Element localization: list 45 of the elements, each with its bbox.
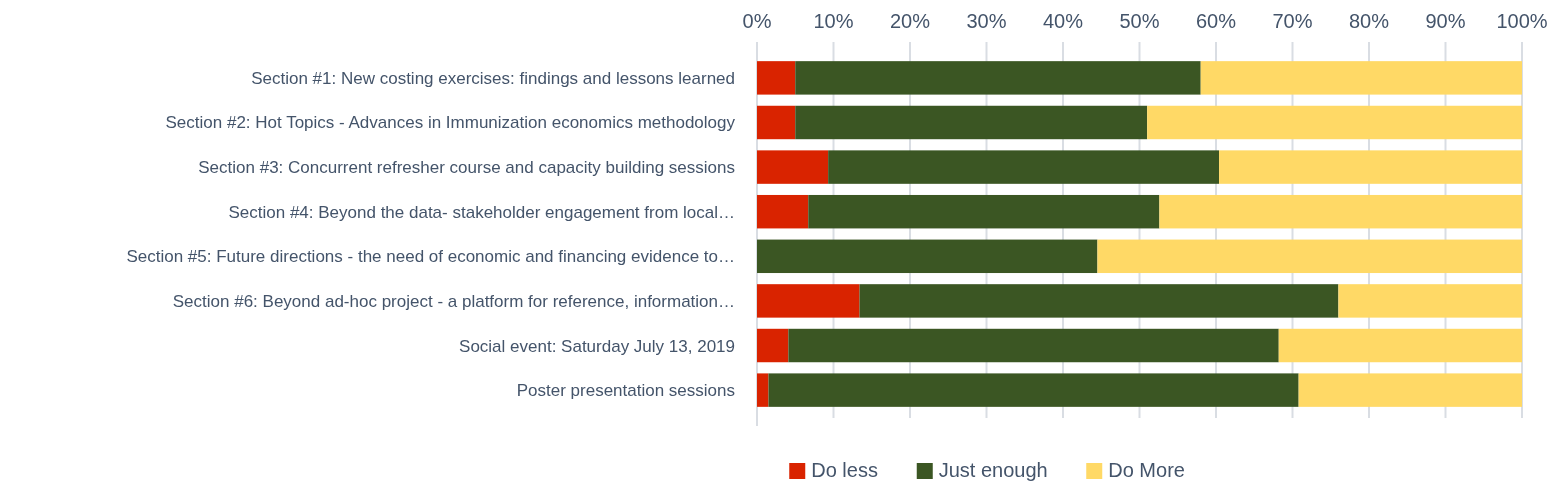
bar (828, 150, 1220, 184)
bar (757, 105, 796, 140)
bar (1147, 105, 1522, 140)
y-tick-label: Section #6: Beyond ad-hoc project - a platform for reference, information… (172, 291, 735, 311)
x-tick-label: 60% (1195, 10, 1237, 32)
x-tick-label: 90% (1425, 10, 1466, 32)
bar (1219, 150, 1522, 184)
y-tick-label: Section #3: Concurrent refresher course and capacity building sessions (198, 158, 735, 178)
x-tick-label: 70% (1272, 10, 1313, 32)
y-tick-label: Poster presentation sessions (516, 381, 735, 401)
x-tick-label: 10% (813, 10, 854, 32)
legend-label: Do More (1108, 459, 1185, 481)
x-tick-label: 0% (742, 10, 772, 32)
x-tick-label: 80% (1348, 10, 1390, 32)
bar (808, 194, 1160, 229)
bar (788, 328, 1279, 363)
bar (768, 373, 1299, 407)
bar (757, 284, 860, 318)
x-tick-label: 40% (1042, 10, 1084, 32)
x-tick-label: 50% (1119, 10, 1160, 32)
y-tick-label: Section #1: New costing exercises: findings and lessons learned (251, 68, 735, 88)
bar (1298, 373, 1522, 407)
legend-label: Just enough (938, 459, 1048, 481)
bar (1097, 239, 1523, 274)
bar (859, 284, 1339, 318)
bar (1159, 194, 1522, 229)
bar (1278, 328, 1522, 363)
y-tick-label: Social event: Saturday July 13, 2019 (459, 336, 735, 356)
bar (757, 150, 829, 184)
bar (757, 194, 809, 229)
bar (757, 373, 769, 407)
x-tick-label: 20% (889, 10, 931, 32)
bar (757, 328, 789, 363)
bar (1200, 61, 1522, 95)
legend-label: Do less (811, 459, 878, 481)
y-tick-label: Section #4: Beyond the data- stakeholder engagement from local… (228, 202, 735, 222)
y-tick-label: Section #5: Future directions - the need of economic and financing evidence to… (126, 247, 735, 267)
y-tick-label: Section #2: Hot Topics - Advances in Immunization economics methodology (165, 113, 736, 133)
x-tick-label: 100% (1496, 10, 1548, 32)
bar (795, 105, 1148, 140)
bar (757, 61, 796, 95)
x-tick-label: 30% (966, 10, 1007, 32)
bar (795, 61, 1201, 95)
bar (1338, 284, 1522, 318)
bar (757, 239, 1098, 274)
